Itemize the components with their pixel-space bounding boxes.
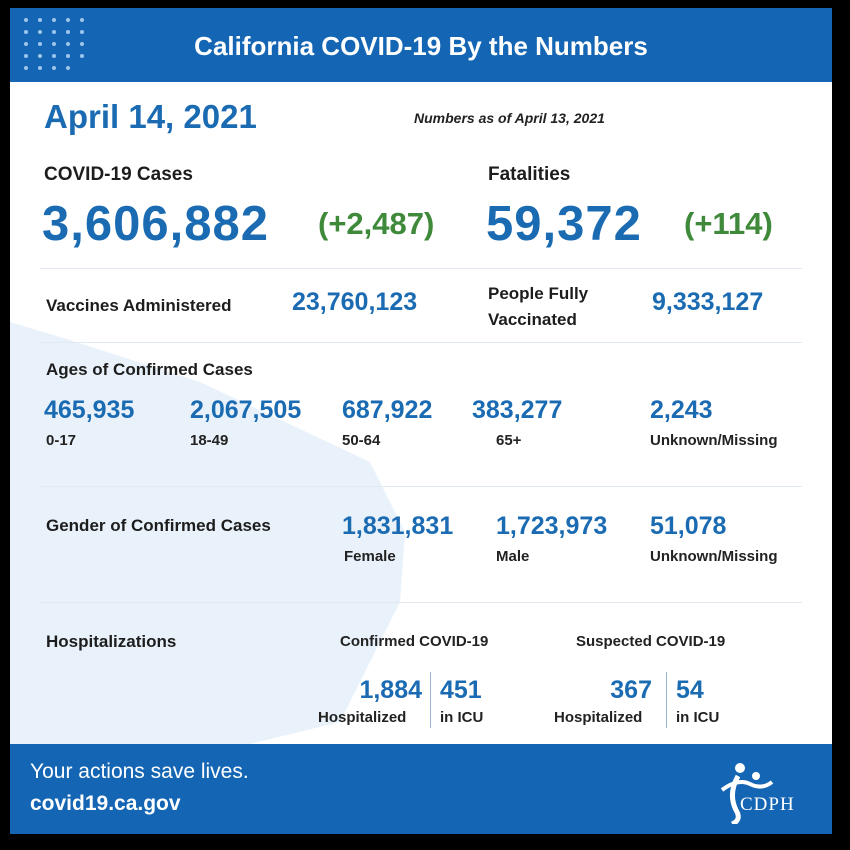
divider <box>40 602 802 603</box>
footer-bar <box>10 744 832 834</box>
infographic-card: California COVID-19 By the Numbers April… <box>10 8 832 834</box>
gender-label: Unknown/Missing <box>650 548 778 565</box>
numbers-as-of: Numbers as of April 13, 2021 <box>414 110 605 126</box>
fully-vaccinated-label-line2: Vaccinated <box>488 310 577 329</box>
fully-vaccinated-label-line1: People Fully <box>488 284 589 303</box>
fully-vaccinated-value: 9,333,127 <box>652 288 764 316</box>
divider <box>40 486 802 487</box>
vaccines-administered-label: Vaccines Administered <box>46 296 232 315</box>
header-bar: California COVID-19 By the Numbers <box>10 8 832 82</box>
cdph-logo-icon <box>720 763 774 824</box>
gender-section-label: Gender of Confirmed Cases <box>46 516 271 535</box>
age-group-value: 687,922 <box>342 396 433 424</box>
suspected-icu-value: 54 <box>676 676 704 704</box>
gender-label: Female <box>344 548 396 565</box>
gender-value: 51,078 <box>650 512 727 540</box>
cdph-logo-text: CDPH <box>740 794 795 815</box>
cases-label: COVID-19 Cases <box>44 164 193 185</box>
confirmed-covid-title: Confirmed COVID-19 <box>340 633 489 650</box>
age-group-label: 18-49 <box>190 432 229 449</box>
gender-value: 1,831,831 <box>342 512 454 540</box>
page-title: California COVID-19 By the Numbers <box>194 31 648 61</box>
divider <box>666 672 667 728</box>
age-group-label: 65+ <box>496 432 522 449</box>
age-group-value: 383,277 <box>472 396 563 424</box>
fatalities-label: Fatalities <box>488 164 571 185</box>
age-group-label: Unknown/Missing <box>650 432 778 449</box>
footer-url[interactable]: covid19.ca.gov <box>30 792 181 815</box>
gender-value: 1,723,973 <box>496 512 608 540</box>
suspected-hospitalized-value: 367 <box>610 676 652 704</box>
cases-change: (+2,487) <box>318 206 435 241</box>
dots-decoration <box>24 18 84 70</box>
footer-tagline: Your actions save lives. <box>30 760 249 783</box>
suspected-covid-title: Suspected COVID-19 <box>576 633 726 650</box>
gender-label: Male <box>496 548 530 565</box>
hospitalizations-label: Hospitalizations <box>46 632 177 651</box>
age-group-label: 0-17 <box>46 432 77 449</box>
california-map-watermark <box>10 322 405 744</box>
age-group-label: 50-64 <box>342 432 381 449</box>
age-group-value: 2,243 <box>650 396 713 424</box>
suspected-hospitalized-label: Hospitalized <box>554 709 643 726</box>
ages-section-label: Ages of Confirmed Cases <box>46 360 253 379</box>
report-date: April 14, 2021 <box>44 98 257 135</box>
divider <box>40 268 802 269</box>
fatalities-change: (+114) <box>684 206 773 241</box>
fatalities-value: 59,372 <box>486 197 642 251</box>
confirmed-icu-label: in ICU <box>440 709 484 726</box>
vaccines-administered-value: 23,760,123 <box>292 288 418 316</box>
age-group-value: 465,935 <box>44 396 135 424</box>
confirmed-hospitalized-label: Hospitalized <box>318 709 407 726</box>
confirmed-icu-value: 451 <box>440 676 482 704</box>
cases-value: 3,606,882 <box>42 197 269 251</box>
confirmed-hospitalized-value: 1,884 <box>359 676 422 704</box>
divider <box>40 342 802 343</box>
age-group-value: 2,067,505 <box>190 396 302 424</box>
suspected-icu-label: in ICU <box>676 709 720 726</box>
divider <box>430 672 431 728</box>
